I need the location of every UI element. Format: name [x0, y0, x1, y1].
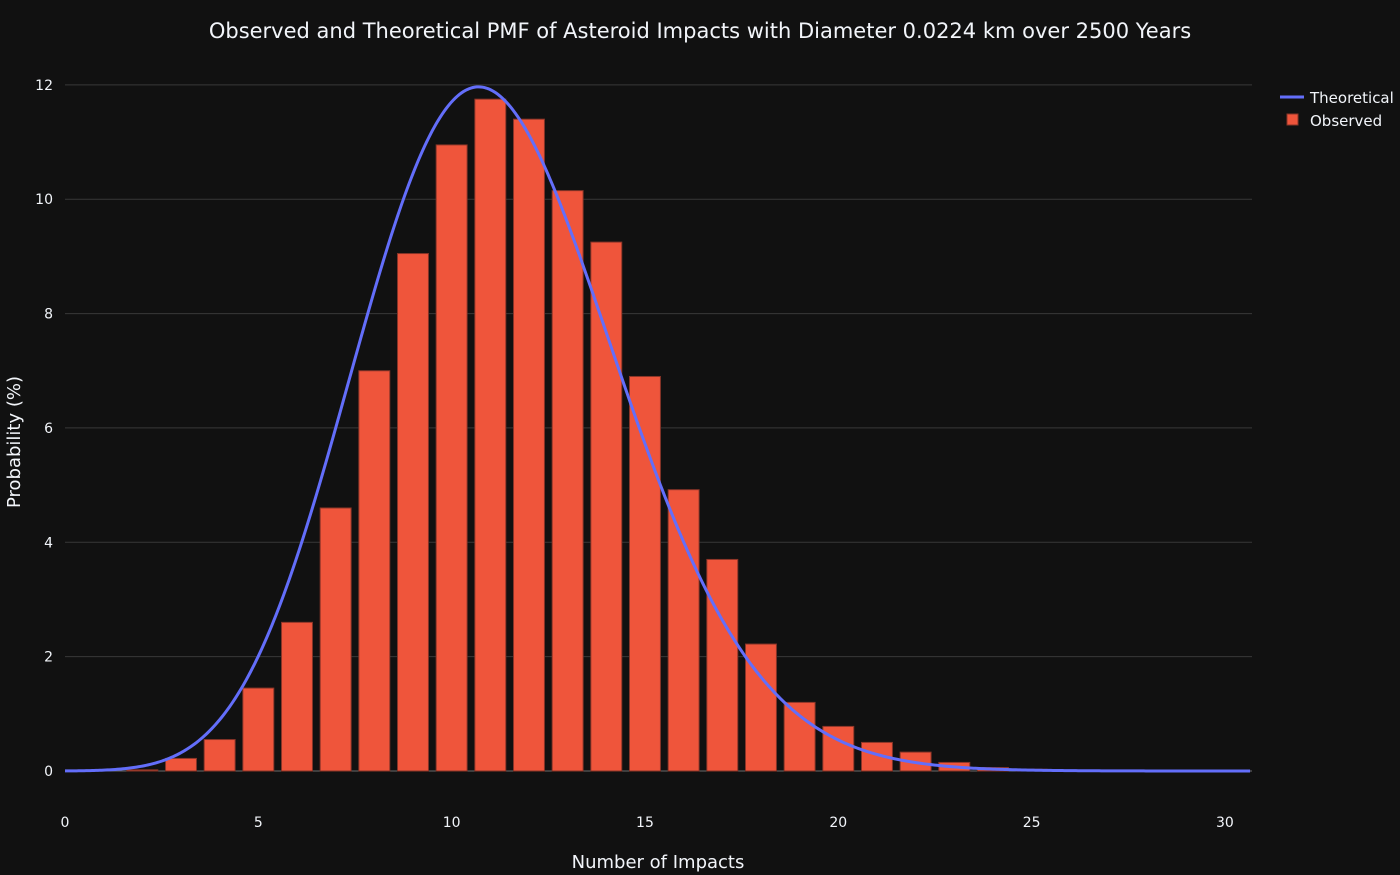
bar-observed[interactable]: [435, 144, 468, 772]
y-tick-label: 4: [44, 535, 53, 551]
bar-observed[interactable]: [783, 701, 816, 772]
y-tick-label: 10: [35, 192, 53, 208]
legend-label-observed: Observed: [1310, 112, 1382, 130]
bar-observed[interactable]: [319, 507, 352, 772]
observed-bars: [126, 98, 1048, 772]
legend[interactable]: Theoretical Observed: [1280, 89, 1394, 130]
bar-observed[interactable]: [667, 489, 700, 772]
y-tick-labels: 0 2 4 6 8 10 12: [35, 78, 53, 780]
y-tick-label: 6: [44, 421, 53, 437]
bar-observed[interactable]: [474, 98, 507, 772]
bar-observed[interactable]: [358, 370, 391, 772]
bar-observed[interactable]: [513, 118, 545, 772]
bar-observed[interactable]: [590, 241, 623, 772]
bar-observed[interactable]: [744, 643, 777, 772]
bar-observed[interactable]: [397, 253, 429, 772]
legend-bar-swatch: [1286, 113, 1299, 126]
legend-item-theoretical[interactable]: Theoretical: [1280, 89, 1394, 107]
bar-observed[interactable]: [629, 375, 661, 772]
y-axis-title: Probability (%): [4, 376, 25, 508]
y-tick-label: 0: [44, 764, 53, 780]
x-tick-labels: 0 5 10 15 20 25 30: [61, 815, 1234, 831]
x-tick-label: 20: [829, 815, 847, 831]
x-axis-title: Number of Impacts: [572, 852, 745, 873]
theoretical-line-layer: [64, 85, 1251, 773]
y-tick-label: 2: [44, 650, 53, 666]
x-tick-label: 0: [61, 815, 70, 831]
bar-observed[interactable]: [126, 769, 159, 772]
legend-item-observed[interactable]: Observed: [1286, 112, 1382, 130]
x-tick-label: 5: [254, 815, 263, 831]
bar-observed[interactable]: [242, 687, 275, 772]
bar-observed[interactable]: [706, 558, 739, 772]
bar-observed[interactable]: [551, 190, 584, 772]
x-tick-label: 25: [1023, 815, 1041, 831]
y-tick-label: 8: [44, 307, 53, 323]
bar-observed[interactable]: [281, 621, 313, 772]
bar-observed[interactable]: [165, 757, 197, 772]
chart-title: Observed and Theoretical PMF of Asteroid…: [209, 19, 1191, 43]
y-tick-label: 12: [35, 78, 53, 94]
theoretical-line[interactable]: [64, 85, 1251, 773]
x-tick-label: 10: [443, 815, 461, 831]
legend-label-theoretical: Theoretical: [1309, 89, 1394, 107]
x-tick-label: 30: [1216, 815, 1234, 831]
bar-observed[interactable]: [203, 739, 236, 772]
x-tick-label: 15: [636, 815, 654, 831]
